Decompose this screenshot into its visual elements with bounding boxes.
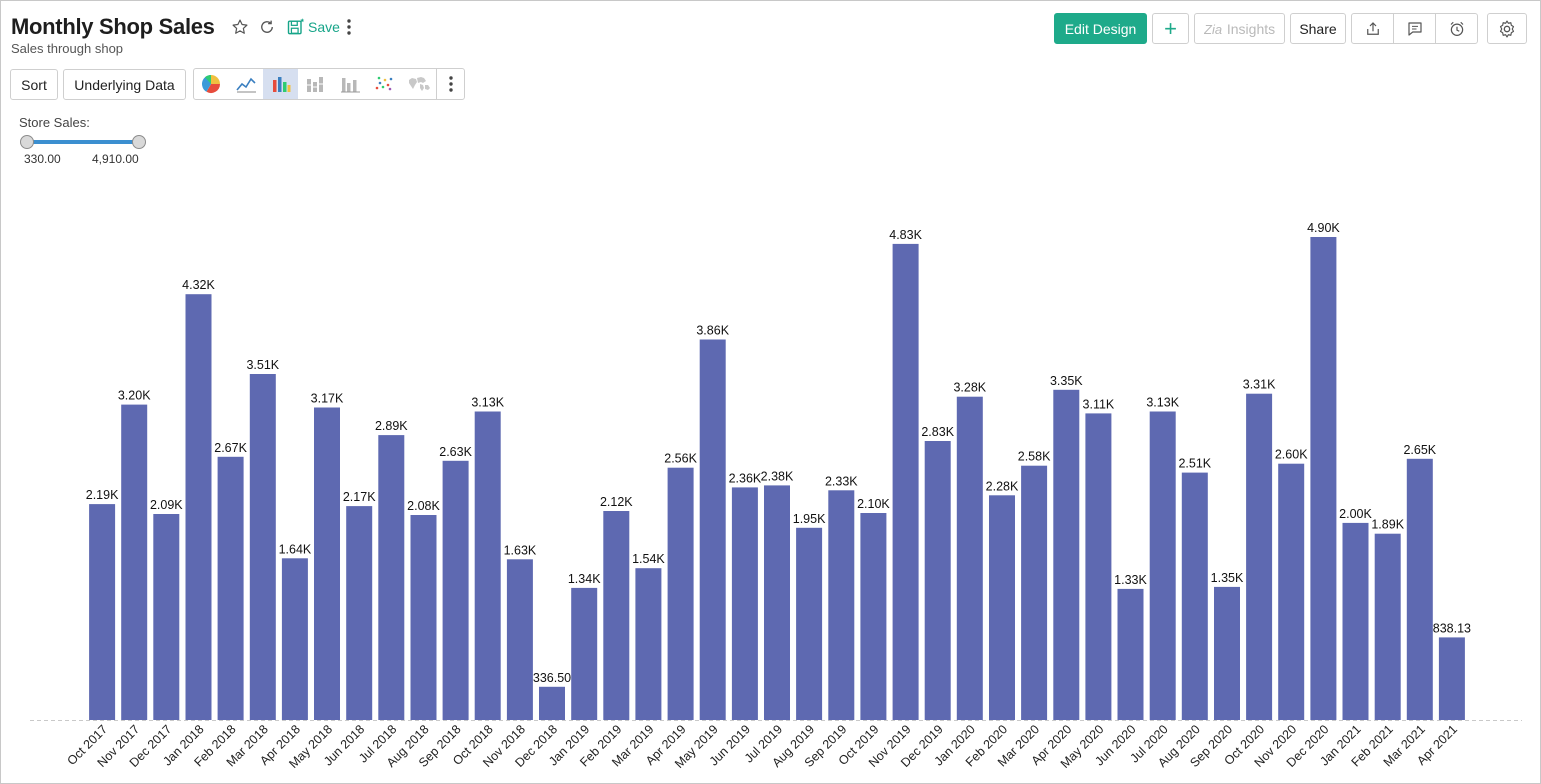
bar[interactable] (699, 339, 726, 721)
save-button[interactable]: Save (286, 17, 340, 37)
bar[interactable] (1246, 393, 1273, 720)
bar[interactable] (635, 568, 662, 720)
bar[interactable] (1149, 411, 1176, 721)
map-chart-icon[interactable] (402, 69, 437, 99)
bar[interactable] (506, 559, 533, 720)
export-icon[interactable] (1352, 14, 1394, 43)
bar[interactable] (1406, 458, 1433, 720)
slider-min-value: 330.00 (24, 152, 61, 166)
more-options-icon[interactable] (338, 16, 360, 38)
bar[interactable] (860, 513, 887, 720)
bar[interactable] (442, 460, 469, 720)
save-label: Save (308, 19, 340, 35)
insights-label: Insights (1226, 20, 1276, 37)
edit-design-button[interactable]: Edit Design (1054, 13, 1147, 44)
gear-icon (1499, 20, 1515, 38)
bar[interactable] (410, 515, 437, 720)
chart-type-toolbar (193, 68, 465, 100)
bar-chart-icon[interactable] (263, 69, 298, 99)
bar[interactable] (249, 374, 276, 720)
settings-button[interactable] (1487, 13, 1527, 44)
store-sales-slider-track[interactable] (27, 140, 139, 144)
bar[interactable] (346, 506, 373, 720)
scatter-chart-icon[interactable] (367, 69, 402, 99)
bar[interactable] (571, 587, 598, 720)
bar[interactable] (731, 487, 758, 720)
bar[interactable] (892, 243, 919, 720)
svg-text:Zia: Zia (1204, 22, 1222, 36)
save-icon (287, 18, 305, 35)
line-chart-icon[interactable] (229, 69, 264, 99)
underlying-data-button[interactable]: Underlying Data (63, 69, 186, 100)
bar[interactable] (1374, 533, 1401, 720)
comment-icon[interactable] (1394, 14, 1436, 43)
bar[interactable] (828, 490, 855, 720)
bar[interactable] (1310, 237, 1337, 720)
bar[interactable] (378, 435, 405, 720)
store-sales-filter-label: Store Sales: (19, 115, 90, 130)
bar[interactable] (1438, 637, 1465, 720)
bar[interactable] (1278, 463, 1305, 720)
insights-icon: Zia (1204, 22, 1222, 36)
bar[interactable] (1117, 588, 1144, 720)
bar[interactable] (924, 441, 951, 720)
page-title: Monthly Shop Sales (11, 14, 215, 39)
sort-button[interactable]: Sort (10, 69, 58, 100)
bar[interactable] (1053, 389, 1080, 720)
chart-more-options-icon[interactable] (436, 69, 464, 99)
bar[interactable] (121, 404, 148, 720)
bar[interactable] (764, 485, 790, 720)
bar[interactable] (89, 504, 116, 720)
alarm-icon[interactable] (1436, 14, 1477, 43)
bar[interactable] (1021, 465, 1048, 720)
bar[interactable] (1181, 472, 1208, 720)
bar[interactable] (217, 456, 244, 720)
add-button[interactable]: + (1152, 13, 1189, 44)
share-button[interactable]: Share (1290, 13, 1346, 44)
bar[interactable] (474, 411, 501, 721)
grouped-bar-icon[interactable] (332, 69, 367, 99)
slider-max-value: 4,910.00 (92, 152, 139, 166)
favorite-star-icon[interactable] (229, 16, 251, 38)
slider-max-handle[interactable] (132, 135, 146, 149)
bar[interactable] (539, 686, 565, 720)
bar[interactable] (153, 514, 180, 720)
refresh-icon[interactable] (256, 16, 278, 38)
share-actions-group (1351, 13, 1478, 44)
bar[interactable] (796, 527, 823, 720)
bar[interactable] (281, 558, 308, 720)
slider-min-handle[interactable] (20, 135, 34, 149)
bar[interactable] (1214, 586, 1240, 720)
bar[interactable] (956, 396, 983, 720)
bar[interactable] (667, 467, 694, 720)
stacked-bar-icon[interactable] (298, 69, 333, 99)
bar[interactable] (989, 495, 1015, 720)
bar[interactable] (1085, 413, 1112, 720)
pie-chart-icon[interactable] (194, 69, 229, 99)
bar[interactable] (603, 511, 630, 720)
insights-button[interactable]: Zia Insights (1194, 13, 1285, 44)
bar[interactable] (314, 407, 340, 721)
page-subtitle: Sales through shop (11, 41, 124, 56)
bar[interactable] (1342, 522, 1369, 720)
bar[interactable] (185, 294, 212, 720)
